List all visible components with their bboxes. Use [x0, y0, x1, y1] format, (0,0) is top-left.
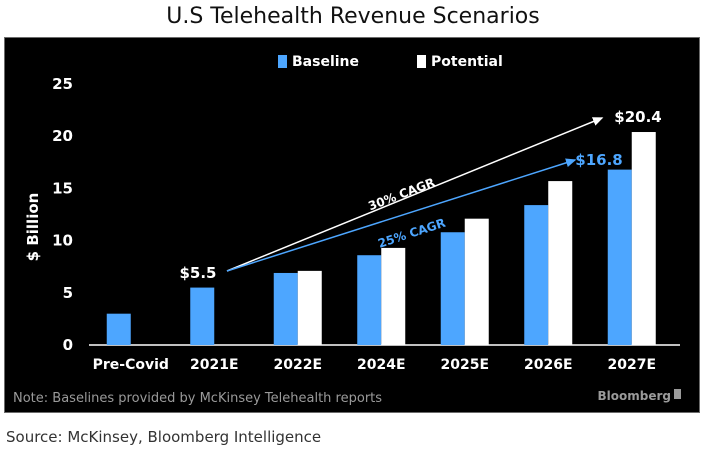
y-axis-label: $ Billion — [24, 193, 42, 262]
legend-swatch-baseline — [278, 55, 287, 68]
bar-potential-2022e — [297, 270, 322, 345]
x-tick-label: Pre-Covid — [93, 357, 169, 373]
bar-potential-2024e — [381, 247, 406, 345]
y-tick-label: 10 — [52, 232, 73, 250]
annotation-cagr-baseline: 25% CAGR — [376, 216, 447, 251]
legend: Baseline Potential — [278, 54, 503, 70]
cagr-baseline-arrow — [226, 158, 577, 272]
x-tick-label: 2026E — [524, 357, 573, 373]
annotation-end-potential: $20.4 — [614, 108, 661, 126]
bar-baseline-2025e — [440, 232, 465, 345]
legend-swatch-potential — [417, 55, 426, 68]
bar-baseline-2024e — [357, 255, 382, 345]
bloomberg-logo: Bloomberg — [598, 389, 672, 403]
bloomberg-logo-mark — [674, 389, 681, 399]
source-caption: Source: McKinsey, Bloomberg Intelligence — [6, 428, 322, 446]
y-tick-label: 20 — [52, 127, 73, 145]
y-tick-label: 15 — [52, 179, 73, 197]
chart-title: U.S Telehealth Revenue Scenarios — [166, 4, 540, 29]
bar-potential-2025e — [464, 218, 489, 345]
chart-note: Note: Baselines provided by McKinsey Tel… — [13, 391, 382, 406]
bar-baseline-2026e — [524, 205, 549, 345]
y-tick-label: 0 — [63, 336, 73, 354]
bar-baseline-2022e — [273, 272, 298, 345]
bar-baseline-pre-covid — [106, 313, 131, 345]
x-tick-label: 2027E — [607, 357, 656, 373]
legend-label-potential: Potential — [431, 54, 503, 70]
y-tick-label: 25 — [52, 75, 73, 93]
bar-baseline-2027e — [607, 169, 632, 345]
bar-potential-2026e — [548, 181, 573, 345]
x-tick-label: 2025E — [440, 357, 489, 373]
x-tick-label: 2022E — [273, 357, 322, 373]
y-tick-label: 5 — [63, 284, 73, 302]
x-tick-label: 2021E — [190, 357, 239, 373]
bar-baseline-2021e — [190, 287, 215, 345]
annotation-end-baseline: $16.8 — [575, 151, 622, 169]
bar-chart: 0 5 10 15 20 25 $ Billion Pre-Covid 2021E 2022E… — [13, 54, 681, 406]
bar-potential-2027e — [631, 132, 656, 345]
annotation-start-label: $5.5 — [179, 264, 216, 282]
legend-label-baseline: Baseline — [292, 54, 359, 70]
x-tick-label: 2024E — [357, 357, 406, 373]
cagr-potential-arrow — [226, 117, 604, 272]
chart-panel: 0 5 10 15 20 25 $ Billion Pre-Covid 2021E 2022E… — [4, 37, 700, 413]
